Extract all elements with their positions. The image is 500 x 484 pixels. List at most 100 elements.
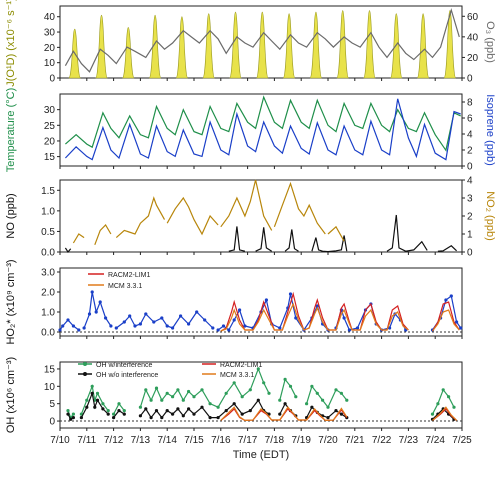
- data-point: [334, 388, 338, 392]
- right-tick-label: 60: [467, 12, 479, 23]
- data-point: [192, 395, 196, 399]
- data-point: [321, 398, 325, 402]
- jo1d-day-peak: [95, 14, 108, 79]
- data-point: [256, 367, 260, 371]
- data-point: [267, 391, 271, 395]
- data-point: [187, 389, 191, 394]
- data-point: [278, 412, 282, 416]
- data-point: [71, 324, 75, 328]
- data-point: [216, 416, 220, 420]
- data-point: [294, 316, 298, 320]
- data-point: [388, 326, 392, 330]
- data-point: [149, 398, 153, 402]
- data-point: [69, 417, 73, 421]
- left-tick-label: 10: [44, 382, 56, 393]
- legend-label: MCM 3.3.1: [220, 372, 254, 379]
- data-point: [243, 324, 247, 328]
- data-point: [248, 388, 252, 392]
- left-tick-label: 0: [49, 74, 55, 85]
- right-tick-label: 40: [467, 32, 479, 43]
- data-point: [95, 391, 100, 395]
- data-point: [165, 391, 169, 395]
- data-point: [224, 391, 228, 395]
- data-point: [238, 308, 242, 312]
- series-line: [273, 181, 326, 235]
- data-point: [283, 402, 287, 406]
- jo1d-day-peak: [175, 16, 189, 79]
- x-tick-label: 7/20: [318, 435, 338, 446]
- x-tick-label: 7/16: [211, 435, 231, 446]
- panel-frame: [59, 179, 463, 253]
- data-point: [355, 326, 360, 330]
- data-point: [133, 324, 137, 328]
- data-point: [171, 395, 175, 399]
- left-tick-label: 0.0: [41, 248, 55, 259]
- data-point: [339, 391, 343, 395]
- data-point: [160, 316, 164, 320]
- data-point: [347, 328, 351, 332]
- left-tick-label: 30: [44, 28, 56, 39]
- y-axis-label-right: NO₂ (ppb): [484, 191, 496, 241]
- series-oh-w-interference: [66, 367, 456, 420]
- left-tick-label: 20: [44, 43, 56, 54]
- data-point: [82, 326, 86, 330]
- jo1d-day-peak: [363, 10, 376, 79]
- data-point: [176, 388, 180, 392]
- series-line: [306, 385, 348, 409]
- data-point: [315, 304, 319, 308]
- data-point: [436, 402, 440, 406]
- data-point: [77, 328, 81, 332]
- data-point: [240, 412, 244, 416]
- y-axis-label-right: Isoprene (ppb): [484, 94, 496, 166]
- right-tick-label: 8: [467, 98, 473, 109]
- data-point: [66, 412, 70, 416]
- data-point: [144, 407, 148, 411]
- left-tick-label: 15: [44, 364, 56, 375]
- right-tick-label: 0: [467, 74, 473, 85]
- data-point: [85, 398, 89, 402]
- data-point: [452, 405, 456, 409]
- series-line: [279, 378, 297, 401]
- x-tick-label: 7/18: [265, 435, 285, 446]
- jo1d-day-peak: [202, 13, 215, 79]
- data-point: [154, 409, 159, 413]
- data-point: [160, 398, 164, 402]
- data-point: [114, 326, 118, 330]
- series-line: [386, 214, 428, 252]
- series-isoprene: [64, 98, 461, 161]
- data-point: [339, 412, 343, 416]
- x-tick-label: 7/13: [131, 435, 151, 446]
- series-line: [166, 196, 219, 236]
- x-tick-label: 7/14: [157, 435, 177, 446]
- data-point: [152, 320, 156, 324]
- series-no-: [72, 179, 345, 246]
- data-point: [101, 407, 105, 411]
- panel-frame: [59, 267, 463, 337]
- panel-2: 15 20 25 30 0 2 4 6 8: [44, 93, 473, 173]
- jo1d-day-peak: [122, 27, 135, 79]
- jo1d-day-peak: [309, 11, 323, 79]
- data-point: [154, 386, 159, 390]
- data-point: [288, 292, 293, 296]
- data-point: [187, 407, 191, 411]
- y-axis-label-left: HO₂* (x10⁹ cm⁻³): [5, 259, 17, 344]
- data-point: [117, 402, 121, 406]
- data-point: [192, 412, 196, 416]
- data-point: [449, 294, 453, 298]
- left-tick-label: 10: [44, 58, 56, 69]
- data-point: [447, 395, 451, 399]
- data-point: [106, 409, 110, 413]
- left-tick-label: 20: [44, 136, 56, 147]
- right-tick-label: 2: [467, 212, 473, 223]
- series-line: [228, 226, 246, 252]
- data-point: [264, 298, 268, 302]
- data-point: [455, 320, 459, 324]
- data-point: [90, 384, 94, 388]
- panel-5: 0 5 10 15: [44, 361, 463, 431]
- data-point: [160, 416, 164, 420]
- x-tick-label: 7/23: [399, 435, 419, 446]
- panel-4: 0.0 1.0 2.0 3.0: [41, 267, 463, 339]
- legend-label: MCM 3.3.1: [108, 283, 142, 290]
- left-tick-label: 40: [44, 12, 56, 23]
- data-point: [179, 314, 183, 318]
